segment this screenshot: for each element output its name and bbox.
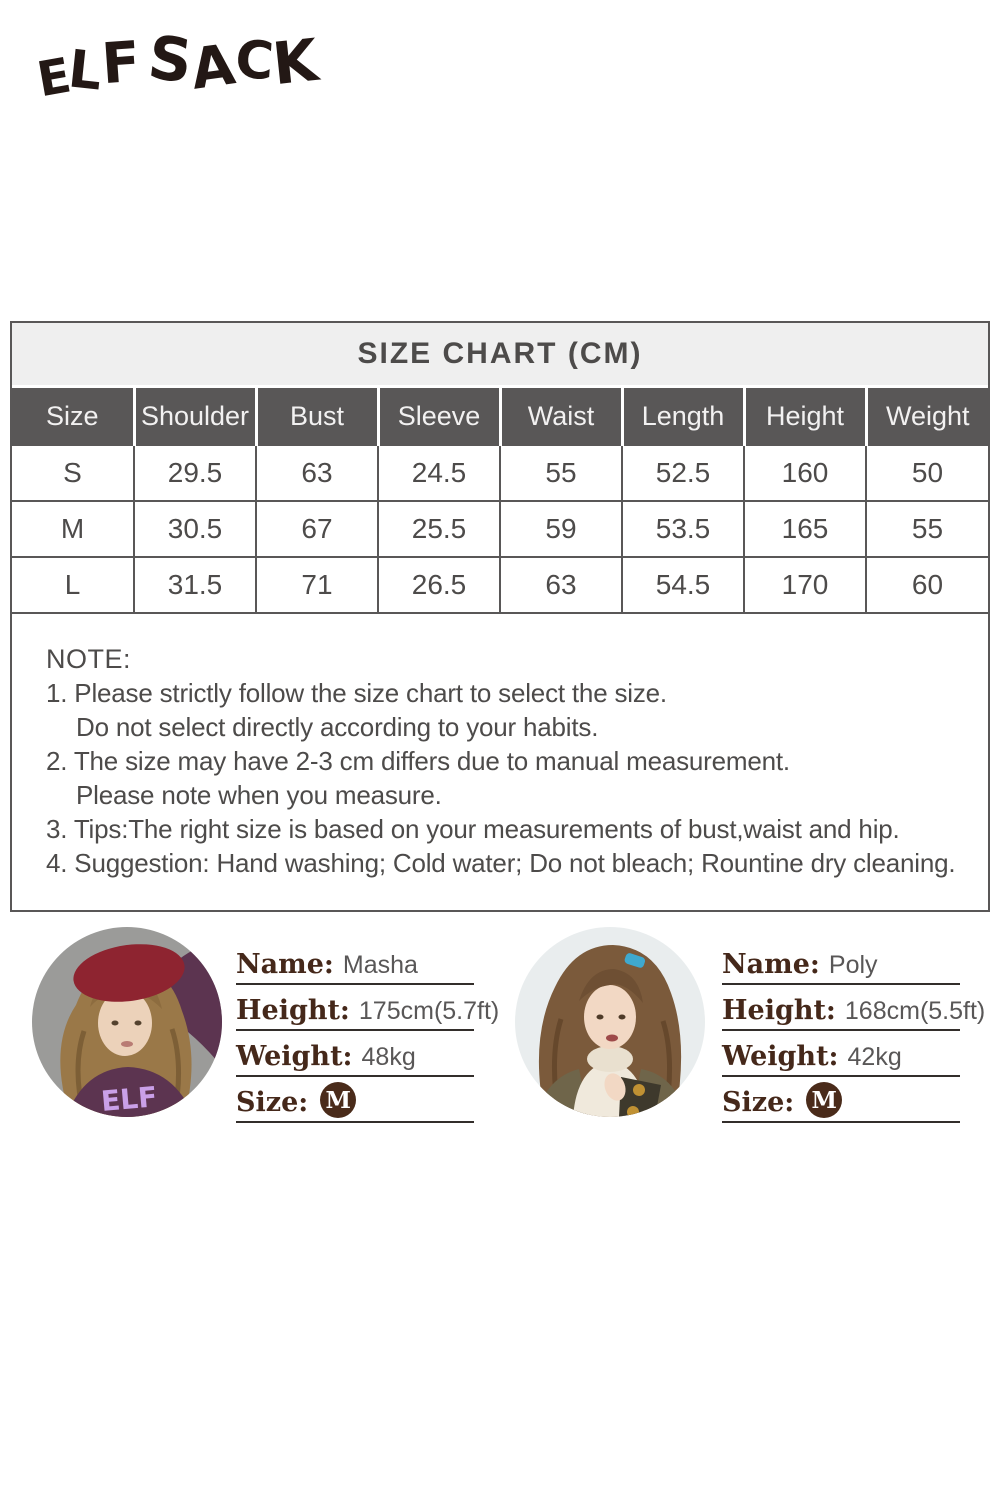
size-row-s: S 29.5 63 24.5 55 52.5 160 50	[12, 444, 988, 502]
size-row-l: L 31.5 71 26.5 63 54.5 170 60	[12, 556, 988, 614]
table-header-row: Size Shoulder Bust Sleeve Waist Length Height W…	[12, 388, 988, 445]
size-cell: S	[12, 444, 135, 502]
weight-label: Weight:	[722, 1041, 839, 1072]
size-cell: 53.5	[621, 500, 745, 558]
size-badge: M	[320, 1082, 357, 1118]
model-name-row: Name: Poly	[722, 939, 960, 985]
brand-logo: ELF SACK	[33, 23, 322, 124]
note-line: 4. Suggestion: Hand washing; Cold water;…	[46, 848, 956, 878]
height-label: Height:	[236, 995, 350, 1026]
size-cell: 170	[743, 556, 867, 614]
size-cell: 30.5	[133, 500, 257, 558]
size-cell: 160	[743, 444, 867, 502]
size-cell: M	[12, 500, 135, 558]
size-cell: 63	[255, 444, 379, 502]
model-photo-poly	[515, 927, 705, 1117]
logo-letter: F	[99, 29, 143, 98]
column-header-size: Size	[12, 388, 134, 445]
column-header-height: Height	[742, 388, 866, 445]
column-header-weight: Weight	[864, 388, 988, 445]
size-cell: 54.5	[621, 556, 745, 614]
size-cell: 165	[743, 500, 867, 558]
note-line: 2. The size may have 2-3 cm differs due …	[46, 746, 790, 776]
logo-letter: C	[233, 29, 276, 93]
model-size-row: Size: M	[236, 1077, 474, 1123]
size-cell: 55	[499, 444, 623, 502]
size-cell: 29.5	[133, 444, 257, 502]
size-cell: L	[12, 556, 135, 614]
model-size-row: Size: M	[722, 1077, 960, 1123]
note-section: NOTE: 1. Please strictly follow the size…	[12, 614, 988, 910]
note-line: Please note when you measure.	[76, 780, 442, 810]
note-line: 1. Please strictly follow the size chart…	[46, 678, 667, 708]
masha-portrait-illustration: ELF	[32, 927, 222, 1117]
size-cell: 59	[499, 500, 623, 558]
name-value: Poly	[828, 950, 878, 979]
size-cell: 25.5	[377, 500, 501, 558]
size-row-m: M 30.5 67 25.5 59 53.5 165 55	[12, 500, 988, 558]
note-lines: 1. Please strictly follow the size chart…	[46, 676, 956, 880]
size-cell: 26.5	[377, 556, 501, 614]
weight-label: Weight:	[236, 1041, 353, 1072]
weight-value: 48kg	[361, 1042, 416, 1071]
note-heading: NOTE:	[46, 644, 132, 674]
size-cell: 71	[255, 556, 379, 614]
size-cell: 55	[865, 500, 988, 558]
size-label: Size:	[236, 1087, 309, 1118]
model-height-row: Height: 175cm(5.7ft)	[236, 985, 499, 1031]
note-line: Do not select directly according to your…	[76, 712, 599, 742]
model-info-poly: Name: Poly Height: 168cm(5.5ft) Weight: …	[722, 939, 985, 1123]
model-height-row: Height: 168cm(5.5ft)	[722, 985, 985, 1031]
column-header-length: Length	[620, 388, 744, 445]
size-cell: 50	[865, 444, 988, 502]
height-value: 168cm(5.5ft)	[844, 996, 986, 1025]
logo-letter: L	[65, 39, 105, 103]
model-info-masha: Name: Masha Height: 175cm(5.7ft) Weight:…	[236, 939, 499, 1123]
logo-letter: A	[187, 32, 240, 103]
svg-text:ELF: ELF	[100, 1080, 159, 1117]
poly-portrait-illustration	[515, 927, 705, 1117]
model-name-row: Name: Masha	[236, 939, 474, 985]
size-cell: 24.5	[377, 444, 501, 502]
name-label: Name:	[236, 949, 334, 980]
model-photo-masha: ELF	[32, 927, 222, 1117]
name-label: Name:	[722, 949, 820, 980]
size-cell: 52.5	[621, 444, 745, 502]
model-weight-row: Weight: 48kg	[236, 1031, 474, 1077]
size-badge: M	[806, 1082, 843, 1118]
size-cell: 31.5	[133, 556, 257, 614]
models-section: ELF Name: Masha Height: 175cm(5.7ft) Wei…	[0, 927, 1000, 1127]
size-label: Size:	[722, 1087, 795, 1118]
size-chart-table: Size Shoulder Bust Sleeve Waist Length Height W…	[12, 388, 988, 614]
column-header-waist: Waist	[498, 388, 622, 445]
note-line: 3. Tips:The right size is based on your …	[46, 814, 900, 844]
logo-letter: K	[269, 25, 322, 99]
size-cell: 60	[865, 556, 988, 614]
weight-value: 42kg	[847, 1042, 902, 1071]
size-cell: 67	[255, 500, 379, 558]
name-value: Masha	[342, 950, 418, 979]
size-cell: 63	[499, 556, 623, 614]
model-weight-row: Weight: 42kg	[722, 1031, 960, 1077]
size-chart-title: SIZE CHART (CM)	[12, 323, 988, 388]
column-header-sleeve: Sleeve	[376, 388, 500, 445]
column-header-shoulder: Shoulder	[132, 388, 256, 445]
height-label: Height:	[722, 995, 836, 1026]
column-header-bust: Bust	[254, 388, 378, 445]
size-chart-box: SIZE CHART (CM) Size Shoulder Bust Sleeve Wa…	[10, 321, 990, 912]
height-value: 175cm(5.7ft)	[358, 996, 500, 1025]
